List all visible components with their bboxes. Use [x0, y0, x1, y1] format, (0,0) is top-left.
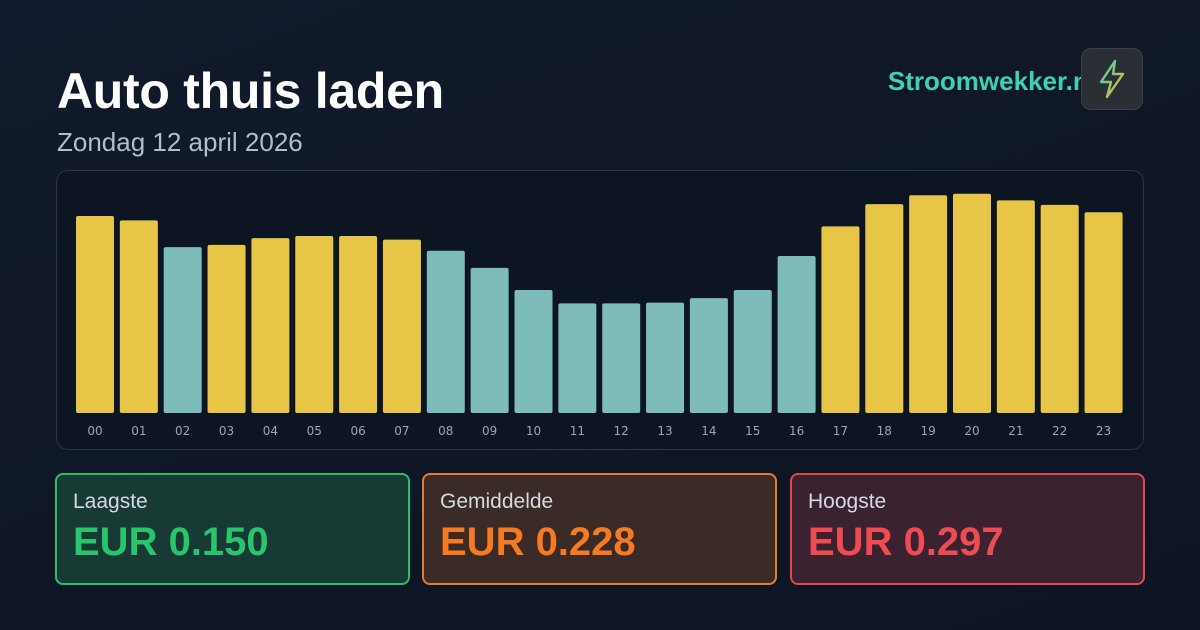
bar-hour-05 [295, 235, 334, 413]
average-price-label: Gemiddelde [440, 490, 554, 513]
highest-price-label: Hoogste [808, 490, 887, 513]
x-tick-label-11: 11 [570, 424, 585, 438]
page-subtitle-date: Zondag 12 april 2026 [57, 127, 303, 157]
x-tick-label-16: 16 [789, 424, 804, 438]
highest-price-card: Hoogste EUR 0.297 [790, 473, 1145, 585]
bar-hour-00 [76, 215, 114, 413]
bar-hour-18 [865, 204, 904, 413]
x-tick-label-19: 19 [921, 424, 936, 438]
lowest-price-card: Laagste EUR 0.150 [55, 473, 410, 585]
lowest-price-value: EUR 0.150 [73, 520, 269, 564]
bar-hour-15 [733, 290, 772, 413]
bar-hour-13 [646, 302, 685, 413]
bar-hour-20 [953, 193, 991, 413]
bar-hour-11 [558, 303, 597, 413]
bar-hour-02 [163, 247, 202, 413]
x-tick-label-18: 18 [877, 424, 892, 438]
lowest-price-label: Laagste [73, 490, 148, 513]
bar-hour-19 [909, 195, 948, 413]
x-tick-label-05: 05 [307, 424, 322, 438]
hourly-price-chart: 00 01 02 03 04 05 06 07 08 09 10 11 12 13 14 15 16 17 18 19… [56, 170, 1144, 450]
bar-hour-08 [426, 250, 465, 413]
x-tick-label-22: 22 [1052, 424, 1067, 438]
bar-hour-17 [821, 226, 860, 413]
average-price-value: EUR 0.228 [440, 520, 636, 564]
x-tick-label-06: 06 [350, 424, 365, 438]
bar-hour-07 [382, 239, 421, 413]
x-tick-label-15: 15 [745, 424, 760, 438]
bar-hour-21 [996, 200, 1035, 413]
bar-hour-14 [689, 298, 728, 413]
x-tick-label-21: 21 [1008, 424, 1023, 438]
x-tick-label-02: 02 [175, 424, 190, 438]
x-tick-label-23: 23 [1096, 424, 1111, 438]
page-title: Auto thuis laden [57, 63, 444, 119]
x-tick-label-07: 07 [394, 424, 409, 438]
x-tick-label-14: 14 [701, 424, 716, 438]
x-tick-label-01: 01 [131, 424, 146, 438]
average-price-card: Gemiddelde EUR 0.228 [422, 473, 777, 585]
x-tick-label-09: 09 [482, 424, 497, 438]
bar-hour-12 [602, 303, 641, 413]
x-tick-label-04: 04 [263, 424, 278, 438]
bar-hour-22 [1040, 204, 1079, 413]
bar-hour-23 [1084, 212, 1123, 413]
bar-hour-04 [251, 238, 290, 413]
lightning-bolt-icon [1081, 48, 1143, 110]
bar-hour-09 [470, 267, 509, 413]
highest-price-value: EUR 0.297 [808, 520, 1004, 564]
bar-hour-01 [119, 220, 158, 413]
hourly-price-bar-chart: 00 01 02 03 04 05 06 07 08 09 10 11 12 13 14 15 16 17 18 19… [76, 193, 1123, 438]
x-tick-label-08: 08 [438, 424, 453, 438]
x-tick-label-12: 12 [614, 424, 629, 438]
x-tick-label-00: 00 [87, 424, 102, 438]
x-tick-label-17: 17 [833, 424, 848, 438]
bar-hour-16 [777, 255, 816, 413]
x-tick-label-03: 03 [219, 424, 234, 438]
bar-hour-10 [514, 290, 553, 413]
x-tick-label-13: 13 [657, 424, 672, 438]
brand-name[interactable]: Stroomwekker.nl [887, 66, 1096, 96]
x-tick-label-20: 20 [964, 424, 979, 438]
bar-hour-03 [207, 244, 246, 413]
x-tick-label-10: 10 [526, 424, 541, 438]
bar-hour-06 [339, 235, 378, 413]
